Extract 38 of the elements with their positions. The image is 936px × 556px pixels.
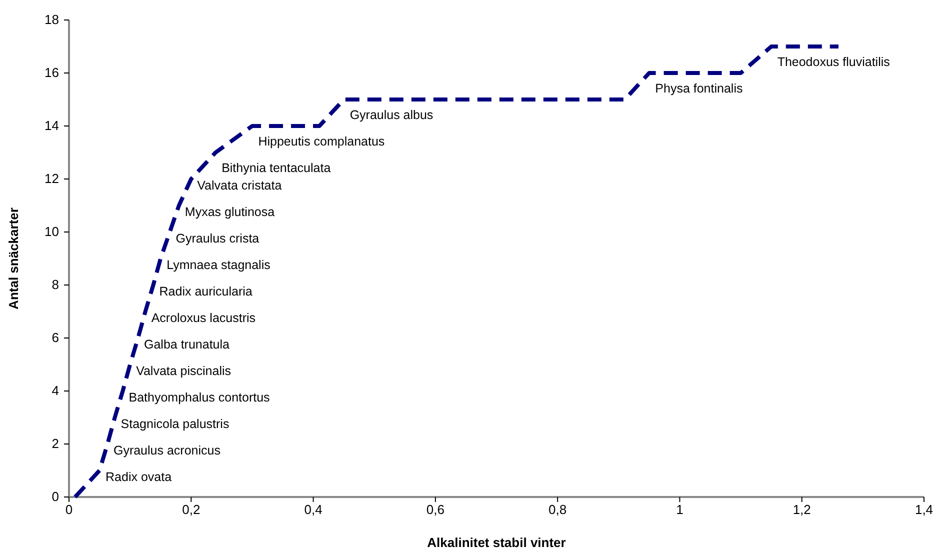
y-tick-label: 6 xyxy=(52,330,59,346)
annotation: Myxas glutinosa xyxy=(184,204,275,219)
y-tick-label: 8 xyxy=(52,277,59,292)
annotation: Radix auricularia xyxy=(159,284,252,298)
x-tick-label: 0 xyxy=(65,502,73,518)
annotation: Gyraulus albus xyxy=(350,108,434,122)
annotation: Galba trunatula xyxy=(144,337,230,352)
x-tick-label: 1,2 xyxy=(792,502,811,518)
annotation: Physa fontinalis xyxy=(655,81,743,96)
y-tick-label: 16 xyxy=(44,65,59,80)
annotation: Radix ovata xyxy=(106,470,172,484)
x-axis-title: Alkalinitet stabil vinter xyxy=(427,535,566,550)
line-series xyxy=(73,44,840,499)
x-tick-label: 0,4 xyxy=(304,502,322,518)
x-tick-label: 1 xyxy=(676,502,684,518)
x-tick-label: 1,4 xyxy=(914,502,934,518)
y-tick-label: 10 xyxy=(44,224,59,240)
annotation: Gyraulus crista xyxy=(176,231,260,246)
y-tick-label: 2 xyxy=(52,436,59,452)
annotation: Bithynia tentaculata xyxy=(222,160,331,175)
y-axis-title: Antal snäckarter xyxy=(6,208,21,310)
annotation: Valvata cristata xyxy=(197,178,282,192)
annotation: Theodoxus fluviatilis xyxy=(777,54,890,69)
y-tick-label: 4 xyxy=(52,383,59,398)
annotation: Bathyomphalus contortus xyxy=(128,390,270,404)
y-tick-label: 18 xyxy=(44,12,59,28)
y-tick-label: 14 xyxy=(44,118,59,134)
annotation: Valvata piscinalis xyxy=(136,364,232,378)
y-tick-label: 12 xyxy=(44,171,59,186)
x-tick-label: 0,2 xyxy=(182,502,200,518)
annotation: Gyraulus acronicus xyxy=(113,443,220,458)
annotation: Acroloxus lacustris xyxy=(151,310,256,325)
annotation: Hippeutis complanatus xyxy=(258,134,385,148)
annotation: Lymnaea stagnalis xyxy=(166,258,270,272)
y-tick-label: 0 xyxy=(52,489,59,504)
x-tick-label: 0,6 xyxy=(426,502,444,518)
x-tick-label: 0,8 xyxy=(548,502,567,518)
annotation: Stagnicola palustris xyxy=(120,416,230,431)
